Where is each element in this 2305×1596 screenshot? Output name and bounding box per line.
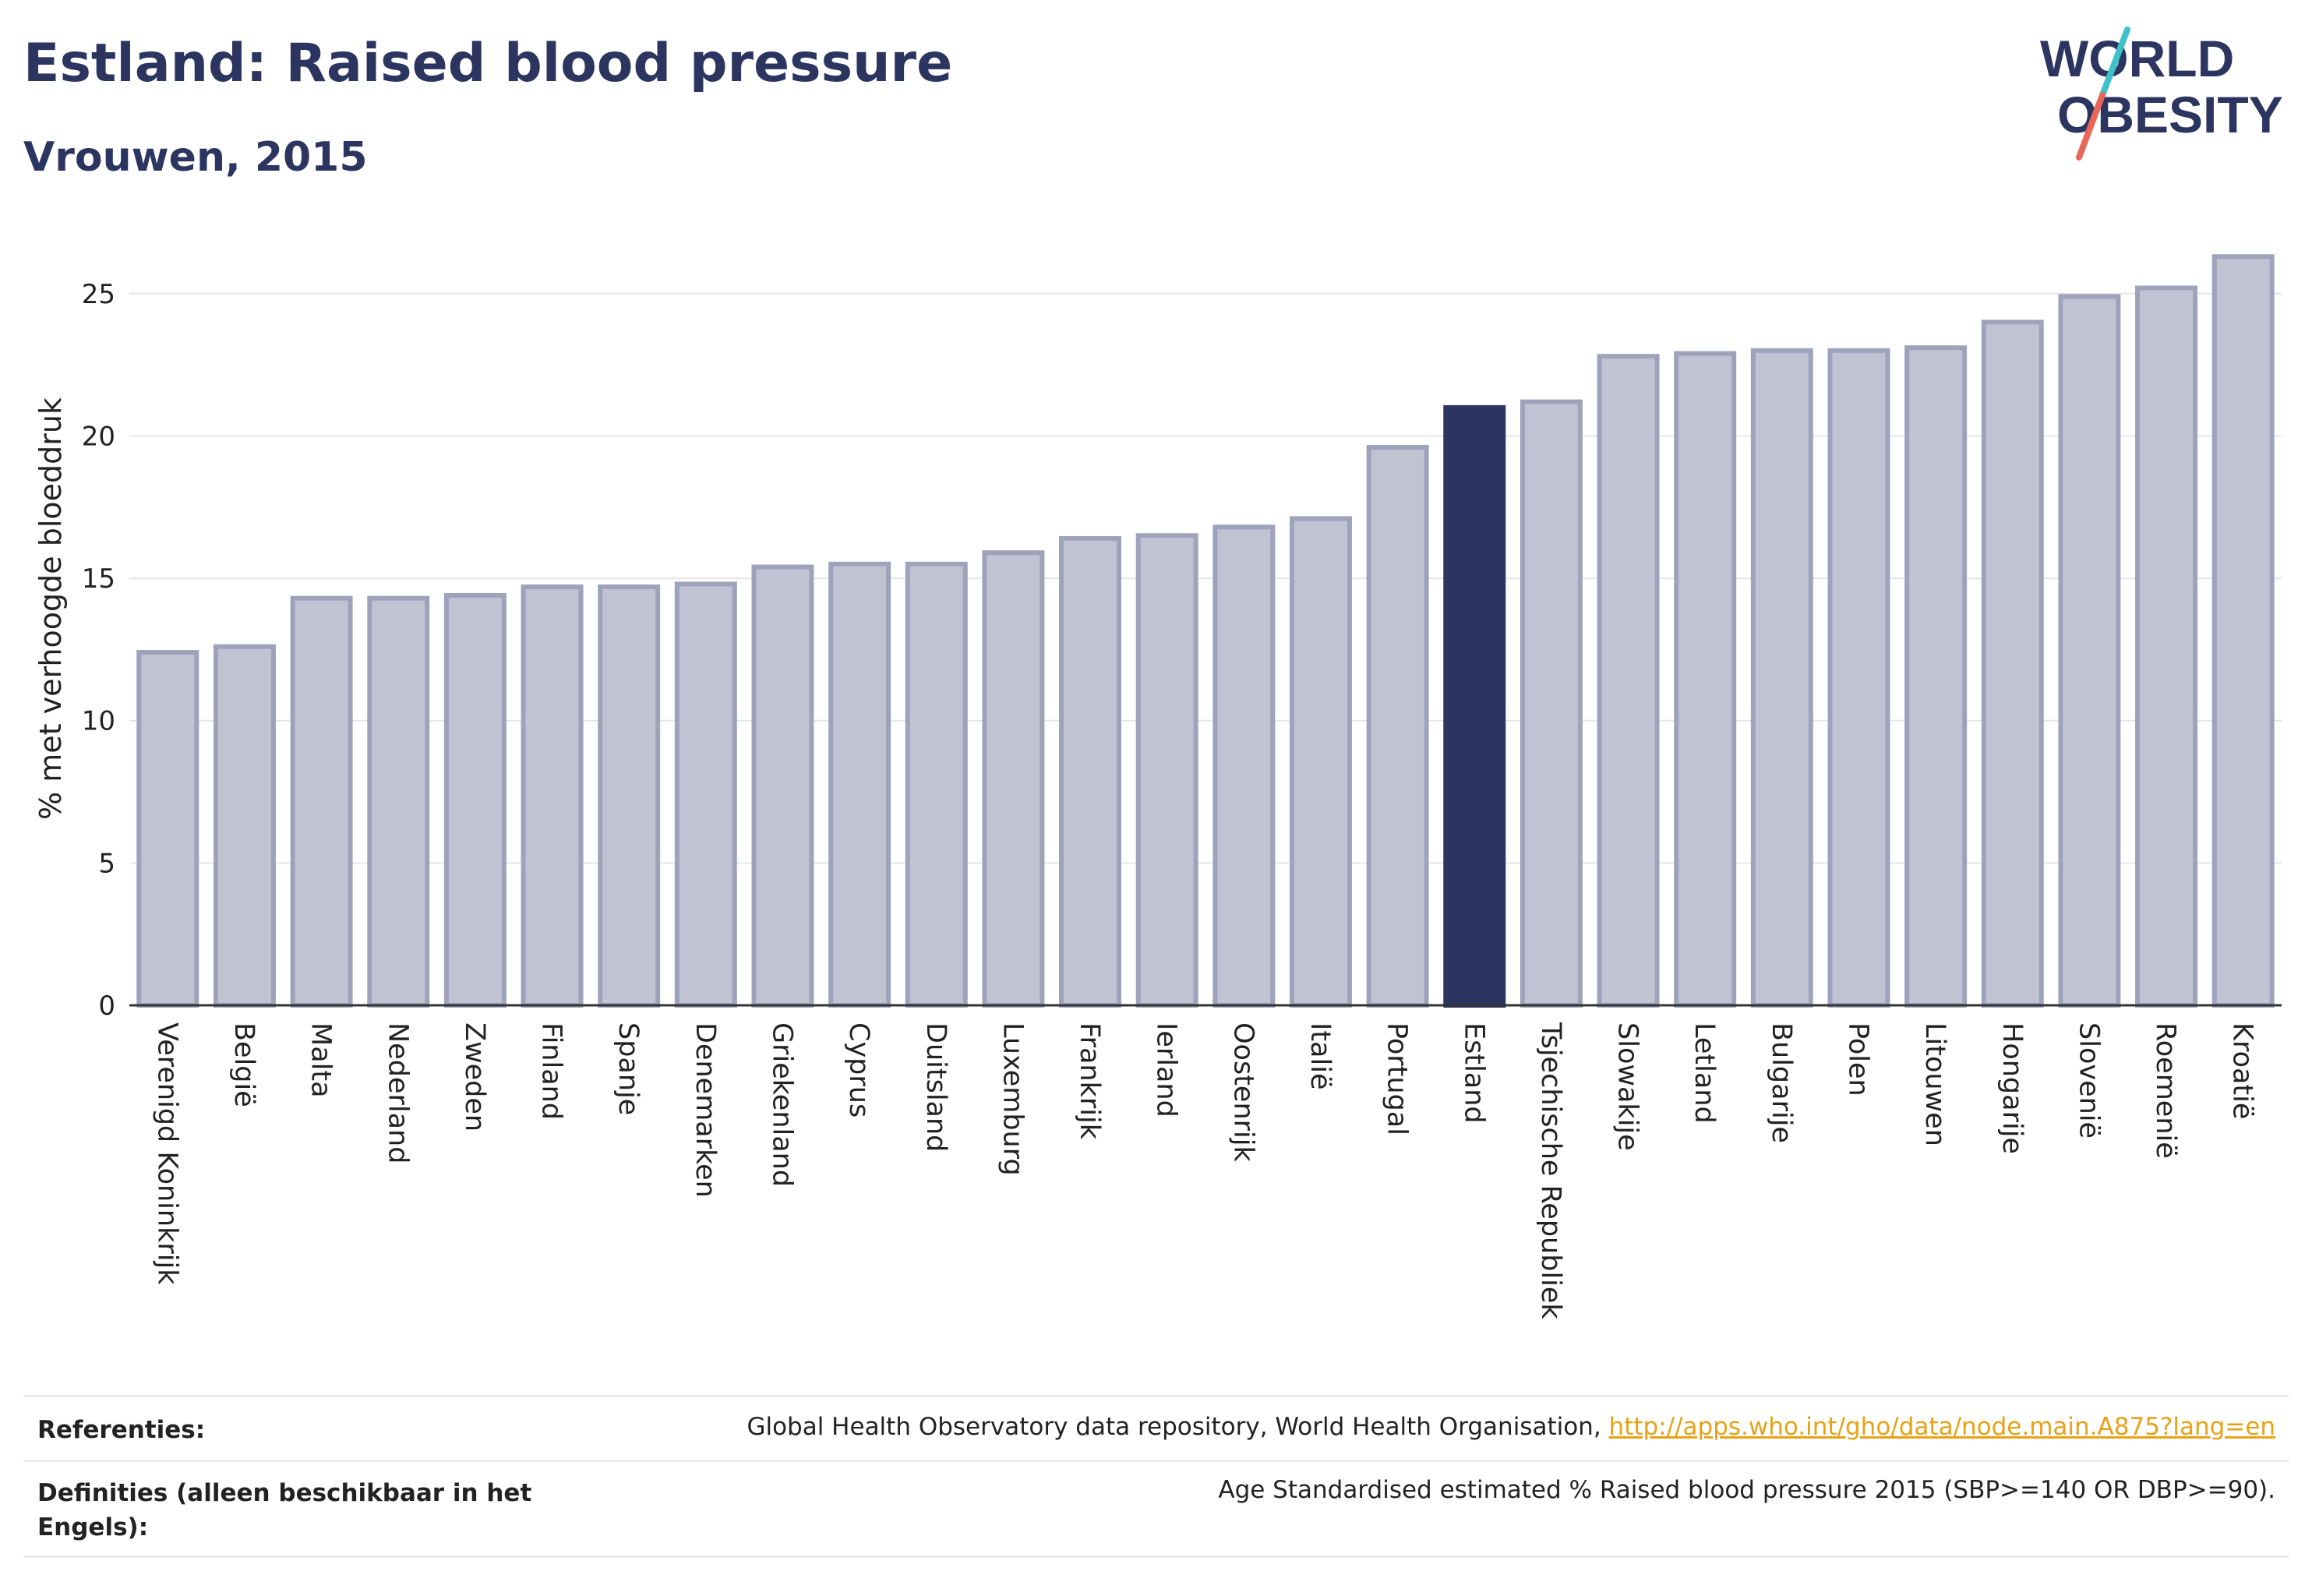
bar <box>1904 345 1968 1008</box>
x-tick-label: Nederland <box>382 1022 413 1163</box>
bar <box>1827 348 1890 1008</box>
bar <box>2135 285 2198 1008</box>
y-tick-label: 0 <box>98 990 115 1022</box>
bar <box>674 581 737 1008</box>
references-label: Referenties: <box>37 1416 206 1444</box>
bar <box>1059 535 1122 1008</box>
references-link[interactable]: http://apps.who.int/gho/data/node.main.A… <box>1608 1413 2275 1441</box>
x-tick-label: Slowakije <box>1612 1022 1643 1151</box>
x-tick-label: Luxemburg <box>997 1022 1028 1176</box>
x-tick-label: Cyprus <box>843 1022 874 1118</box>
x-tick-label: Italië <box>1304 1022 1336 1089</box>
bar <box>136 650 199 1008</box>
references-value: Global Health Observatory data repositor… <box>747 1413 2275 1441</box>
bar <box>905 561 968 1008</box>
bar <box>1289 516 1352 1008</box>
x-tick-label: Tsjechische Republiek <box>1535 1022 1566 1319</box>
bar <box>290 595 353 1008</box>
x-tick-label: Polen <box>1842 1022 1873 1096</box>
bar <box>982 550 1045 1008</box>
bar <box>751 564 814 1008</box>
bar-chart: 0 5 10 15 20 25 Verenigd Koninkrijk België Malta… <box>34 254 2282 1319</box>
bar <box>213 644 276 1008</box>
references-row: Referenties: Global Health Observatory d… <box>23 1395 2289 1460</box>
x-tick-label: Malta <box>305 1022 337 1098</box>
chart-subtitle: Vrouwen, 2015 <box>23 134 368 181</box>
x-tick-label: Bulgarije <box>1766 1022 1797 1143</box>
bar <box>1366 445 1429 1008</box>
logo-slash-top <box>2099 26 2130 98</box>
bar <box>2058 294 2121 1008</box>
bar <box>1597 354 1660 1008</box>
bar <box>443 592 507 1008</box>
logo-line-1: WORLD <box>2040 30 2234 87</box>
bar <box>828 561 891 1008</box>
x-tick-label: Ierland <box>1151 1022 1182 1118</box>
bar <box>1213 524 1276 1008</box>
logo-slash-bottom <box>2076 92 2106 161</box>
x-tick-label: Denemarken <box>690 1022 721 1198</box>
x-tick-label: Litouwen <box>1919 1022 1950 1146</box>
x-tick-label: Oostenrijk <box>1227 1022 1258 1162</box>
footer-table: Referenties: Global Health Observatory d… <box>23 1395 2289 1558</box>
bar <box>521 584 584 1008</box>
bar <box>1135 533 1198 1008</box>
bar <box>1520 399 1583 1008</box>
definitions-value: Age Standardised estimated % Raised bloo… <box>1218 1476 2275 1504</box>
x-tick-label: Letland <box>1689 1022 1720 1124</box>
y-axis-label: % met verhoogde bloeddruk <box>34 397 68 820</box>
x-tick-label: Frankrijk <box>1074 1022 1105 1140</box>
x-tick-label: Finland <box>536 1022 567 1120</box>
y-tick-label: 15 <box>82 563 115 595</box>
x-tick-label: België <box>228 1022 259 1107</box>
y-tick-label: 5 <box>98 848 115 879</box>
bar-highlight <box>1443 404 1506 1008</box>
y-tick-label: 10 <box>82 706 115 737</box>
bar <box>2211 254 2275 1008</box>
x-tick-label: Duitsland <box>920 1022 951 1152</box>
x-tick-label: Griekenland <box>766 1022 797 1187</box>
bar <box>1674 351 1737 1008</box>
bar <box>598 584 661 1008</box>
x-tick-label: Verenigd Koninkrijk <box>151 1022 182 1285</box>
chart-title: Estland: Raised blood pressure <box>23 33 953 94</box>
x-tick-label: Hongarije <box>1996 1022 2028 1154</box>
x-tick-label: Slovenië <box>2073 1022 2104 1139</box>
bar <box>1750 348 1813 1008</box>
x-tick-label: Portugal <box>1382 1022 1413 1135</box>
references-text: Global Health Observatory data repositor… <box>747 1413 1609 1441</box>
definitions-row: Definities (alleen beschikbaar in het En… <box>23 1460 2289 1558</box>
definitions-label: Definities (alleen beschikbaar in het En… <box>37 1479 532 1541</box>
bar <box>367 595 430 1008</box>
world-obesity-logo: WORLD OBESITY <box>2040 26 2283 161</box>
y-tick-label: 20 <box>82 421 115 452</box>
x-tick-label: Zweden <box>459 1022 490 1132</box>
x-tick-label: Kroatië <box>2227 1022 2258 1119</box>
bar <box>1981 320 2044 1008</box>
x-tick-label: Roemenië <box>2150 1022 2181 1159</box>
x-tick-label: Estland <box>1458 1022 1489 1124</box>
x-tick-label: Spanje <box>612 1022 644 1115</box>
y-tick-label: 25 <box>82 279 115 310</box>
